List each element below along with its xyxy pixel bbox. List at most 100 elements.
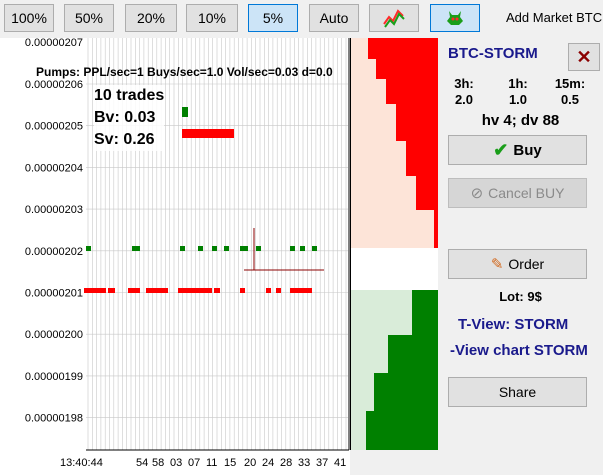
y-tick-label-top: 0.00000207 <box>25 38 83 49</box>
chart-mode-button[interactable] <box>369 4 419 32</box>
zoom-100-button[interactable]: 100% <box>4 4 54 32</box>
buy-button[interactable]: ✔ Buy <box>448 135 587 165</box>
timeframe-label: 3h: <box>454 76 474 91</box>
buy-trade-mark <box>312 246 317 251</box>
y-tick-label: 0.00000204 <box>25 162 83 174</box>
y-tick-label: 0.00000201 <box>25 288 83 300</box>
zoom-auto-button[interactable]: Auto <box>309 4 359 32</box>
buy-trade-mark <box>300 246 305 251</box>
sell-trade-mark <box>240 288 245 293</box>
sell-trade-mark <box>290 288 312 293</box>
line-chart-icon <box>383 9 405 28</box>
x-tick-label: 20 <box>244 457 256 469</box>
close-x-icon: ✕ <box>576 46 592 67</box>
market-panel: BTC-STORM ✕ 3h: 2.0 1h: 1.0 15m: 0.5 hv … <box>438 38 603 475</box>
price-chart: 0.00000207 0.00000206 0.00000205 0.00000204… <box>0 38 350 475</box>
x-axis-labels: 13:40:44 54 58 03 07 11 15 20 24 28 33 37 41 <box>60 457 346 469</box>
x-tick-label: 07 <box>188 457 200 469</box>
cancel-buy-button[interactable]: ⊘ Cancel BUY <box>448 178 587 208</box>
timeframe-label: 15m: <box>554 76 586 91</box>
x-tick-label: 13:40:44 <box>60 457 103 469</box>
sell-trade-mark <box>178 288 212 293</box>
buy-trade-mark <box>86 246 91 251</box>
x-tick-label: 15 <box>224 457 236 469</box>
buy-trade-mark <box>132 246 140 251</box>
pair-title: BTC-STORM <box>448 45 538 62</box>
trades-summary: 10 trades Bv: 0.03 Sv: 0.26 <box>94 85 165 151</box>
hv-dv-stats: hv 4; dv 88 <box>481 112 560 129</box>
bid-depth-bars <box>366 290 438 450</box>
zoom-50-button[interactable]: 50% <box>64 4 114 32</box>
buy-trade-mark <box>224 246 229 251</box>
chart-canvas: 0.00000207 0.00000206 0.00000205 0.00000204… <box>25 38 350 469</box>
order-label: Order <box>508 256 545 272</box>
sell-order-mark <box>182 129 234 138</box>
buy-trade-mark <box>180 246 185 251</box>
cancel-circle-icon: ⊘ <box>470 185 484 202</box>
depth-canvas <box>350 38 438 450</box>
order-book-depth <box>350 38 438 450</box>
buy-trade-mark <box>240 246 248 251</box>
close-button[interactable]: ✕ <box>568 43 600 71</box>
buy-label: Buy <box>513 141 542 159</box>
order-button[interactable]: ✎ Order <box>448 249 587 279</box>
y-tick-label: 0.00000198 <box>25 413 83 425</box>
zoom-20-button[interactable]: 20% <box>125 4 177 32</box>
x-tick-label: 41 <box>334 457 346 469</box>
x-tick-label: 33 <box>298 457 310 469</box>
buy-trade-mark <box>198 246 203 251</box>
spread-gap <box>350 248 438 290</box>
sell-trade-mark <box>146 288 168 293</box>
x-tick-label: 28 <box>280 457 292 469</box>
sell-trade-mark <box>214 288 220 293</box>
sell-trade-mark <box>128 288 140 293</box>
timeframe-15m: 15m: 0.5 <box>550 76 590 108</box>
bull-icon <box>447 11 463 25</box>
timeframe-value: 1.0 <box>508 92 528 107</box>
y-tick-label: 0.00000205 <box>25 121 83 133</box>
y-tick-label: 0.00000200 <box>25 329 83 341</box>
sell-trade-mark <box>108 288 115 293</box>
alert-mode-button[interactable] <box>430 4 480 32</box>
y-tick-label: 0.00000203 <box>25 204 83 216</box>
y-tick-label: 0.00000202 <box>25 246 83 258</box>
ask-depth-bars <box>368 38 438 248</box>
x-tick-label: 11 <box>206 457 217 469</box>
x-tick-label: 58 <box>152 457 164 469</box>
y-tick-label: 0.00000206 <box>25 79 83 91</box>
timeframe-3h: 3h: 2.0 <box>444 76 484 108</box>
timeframe-1h: 1h: 1.0 <box>498 76 538 108</box>
cancel-buy-label: Cancel BUY <box>488 185 565 201</box>
checkmark-icon: ✔ <box>493 139 509 160</box>
add-market-link[interactable]: Add Market BTC <box>506 10 603 25</box>
buy-trade-mark <box>256 246 261 251</box>
sell-trade-mark <box>266 288 271 293</box>
x-tick-label: 03 <box>170 457 182 469</box>
sell-volume: Sv: 0.26 <box>94 131 155 148</box>
lot-size: Lot: 9$ <box>499 289 542 304</box>
sell-trade-mark <box>84 288 106 293</box>
zoom-10-button[interactable]: 10% <box>186 4 238 32</box>
timeframe-value: 0.5 <box>560 92 580 107</box>
zoom-5-button[interactable]: 5% <box>248 4 298 32</box>
buy-volume: Bv: 0.03 <box>94 109 156 126</box>
buy-trade-mark <box>290 246 295 251</box>
x-tick-label: 54 <box>136 457 148 469</box>
pencil-icon: ✎ <box>490 256 504 273</box>
y-tick-label: 0.00000199 <box>25 371 83 383</box>
timeframe-value: 2.0 <box>454 92 474 107</box>
pumps-stats: Pumps: PPL/sec=1 Buys/sec=1.0 Vol/sec=0.… <box>36 65 333 79</box>
tview-link[interactable]: T-View: STORM <box>458 316 569 333</box>
trades-count: 10 trades <box>94 87 165 104</box>
y-axis-labels: 0.00000207 0.00000206 0.00000205 0.00000204… <box>25 38 83 425</box>
sell-trade-mark <box>276 288 281 293</box>
toolbar: 100% 50% 20% 10% 5% Auto Add Market BTC <box>0 0 603 38</box>
buy-trade-mark <box>182 107 188 117</box>
timeframe-label: 1h: <box>508 76 528 91</box>
x-tick-label: 37 <box>316 457 328 469</box>
buy-trade-mark <box>212 246 217 251</box>
share-button[interactable]: Share <box>448 377 587 407</box>
view-chart-link[interactable]: -View chart STORM <box>450 342 588 359</box>
x-tick-label: 24 <box>262 457 274 469</box>
trade-marks <box>84 107 317 293</box>
